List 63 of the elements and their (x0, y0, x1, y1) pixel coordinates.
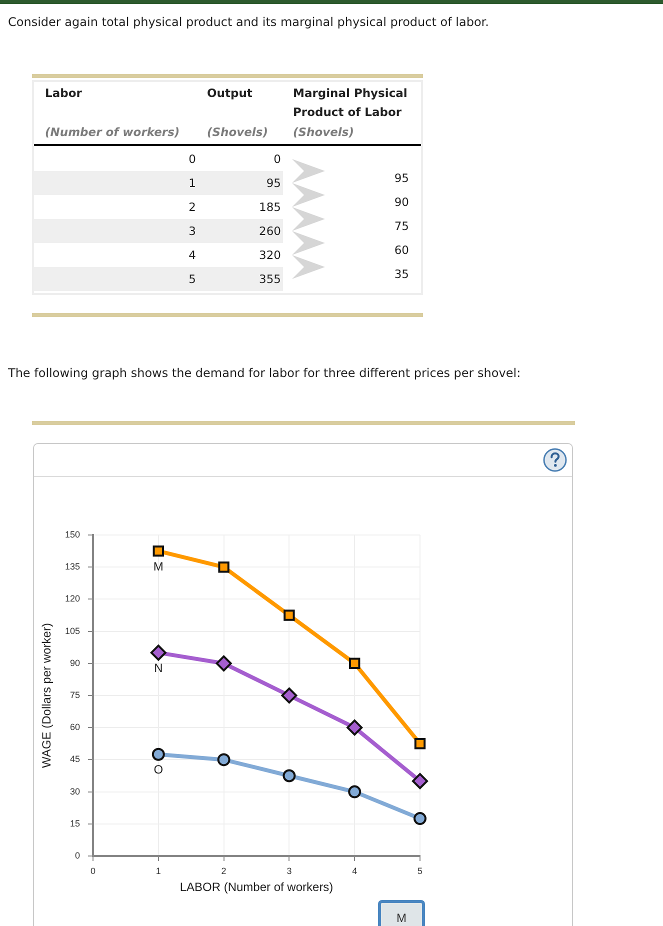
x-tick-label: Output (207, 84, 252, 102)
point (281, 688, 298, 704)
y-tick-label: 120 (64, 594, 80, 604)
series-label: M (153, 559, 164, 574)
data-label: 60 (393, 242, 409, 259)
series-label: N (154, 661, 163, 676)
x-tick-label: 3 (286, 866, 292, 876)
point (152, 545, 164, 557)
x-tick-label: 1 (156, 866, 161, 876)
text: (Shovels) (207, 124, 268, 140)
data-label: 95 (393, 170, 409, 187)
data-label: 0 (272, 151, 281, 168)
text: (Shovels) (293, 124, 354, 140)
y-tick-label: 15 (70, 818, 80, 828)
y-axis-title: WAGE (Dollars per worker) (40, 623, 54, 768)
point (217, 753, 230, 766)
point (218, 562, 230, 573)
point (150, 644, 166, 661)
point (282, 769, 296, 782)
text: (Number of workers) (45, 124, 180, 140)
y-tick-label: 75 (70, 690, 80, 700)
point (348, 785, 362, 798)
chart-title: Consider again total physical product and its marginal physical product of labor. (8, 14, 489, 30)
point (414, 738, 426, 750)
x-tick-label: 2 (221, 866, 226, 876)
x-tick-label: 4 (352, 866, 358, 876)
x-axis-title: LABOR (Number of workers) (180, 880, 334, 894)
y-tick-label: 90 (70, 658, 80, 668)
y-tick-label: 5 (188, 271, 196, 288)
point (412, 773, 428, 790)
y-tick-label: 60 (70, 722, 80, 732)
y-tick-label: 3 (188, 223, 196, 240)
y-tick-label: 0 (74, 850, 80, 860)
y-tick-label: 1 (188, 175, 196, 192)
chart-title: The following graph shows the demand for labor for three different prices per shovel: (8, 365, 521, 381)
data-label: 355 (258, 271, 281, 288)
point (346, 720, 363, 736)
y-tick-label: 150 (64, 529, 80, 540)
y-tick-label: 2 (188, 199, 196, 216)
y-tick-label: 105 (64, 626, 80, 636)
data-label: 90 (393, 194, 409, 211)
series-label: O (154, 762, 164, 777)
y-tick-label: 4 (188, 247, 196, 264)
y-tick-label: 135 (64, 562, 80, 572)
point (349, 658, 360, 669)
point (284, 610, 295, 621)
y-tick-label: 30 (70, 786, 80, 796)
tool-button: M (378, 900, 425, 926)
y-tick-label: 0 (188, 151, 196, 168)
text: Labor (45, 84, 82, 102)
y-tick-label: 45 (70, 754, 80, 764)
x-tick-label: Marginal Physical Product of Labor (293, 84, 408, 120)
point (216, 655, 232, 672)
data-label: 75 (393, 218, 409, 235)
x-tick-label: 0 (90, 866, 96, 876)
data-label: 185 (258, 199, 281, 216)
data-label: 95 (265, 175, 281, 192)
data-label: 35 (393, 266, 409, 283)
point (414, 812, 426, 826)
point (152, 748, 165, 761)
data-label: 260 (258, 223, 281, 240)
x-tick-label: 5 (417, 866, 423, 876)
data-label: 320 (258, 247, 281, 264)
